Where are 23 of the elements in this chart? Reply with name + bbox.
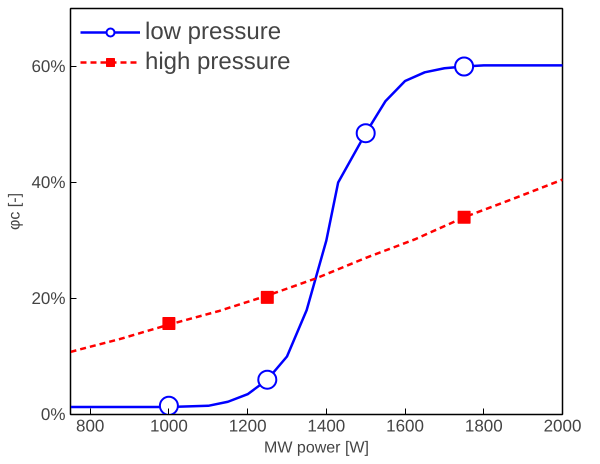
point xyxy=(257,370,278,390)
x-axis-title: MW power [W] xyxy=(264,440,369,456)
point xyxy=(458,210,471,224)
x-tick-label: 1200 xyxy=(228,416,267,436)
x-tick-label: 800 xyxy=(76,416,104,436)
x-tick-label: 1600 xyxy=(386,416,424,436)
x-tick-label: 1800 xyxy=(464,416,503,436)
y-axis-title: φc [-] xyxy=(6,192,24,230)
point xyxy=(162,316,176,330)
y-tick-label: 40% xyxy=(31,173,66,192)
point xyxy=(158,396,179,414)
point xyxy=(356,123,376,144)
y-tick-label: 0% xyxy=(40,405,66,424)
x-tick-label: 2000 xyxy=(544,416,582,436)
y-tick-label: 60% xyxy=(31,57,66,76)
point xyxy=(260,290,274,304)
line-series xyxy=(70,178,562,354)
y-tick-label: 20% xyxy=(31,289,66,308)
x-tick-label: 1400 xyxy=(307,416,346,436)
legend-label: low pressure xyxy=(145,18,282,46)
legend-label: high pressure xyxy=(145,48,290,76)
x-tick-label: 1000 xyxy=(150,416,188,436)
point xyxy=(454,56,474,76)
